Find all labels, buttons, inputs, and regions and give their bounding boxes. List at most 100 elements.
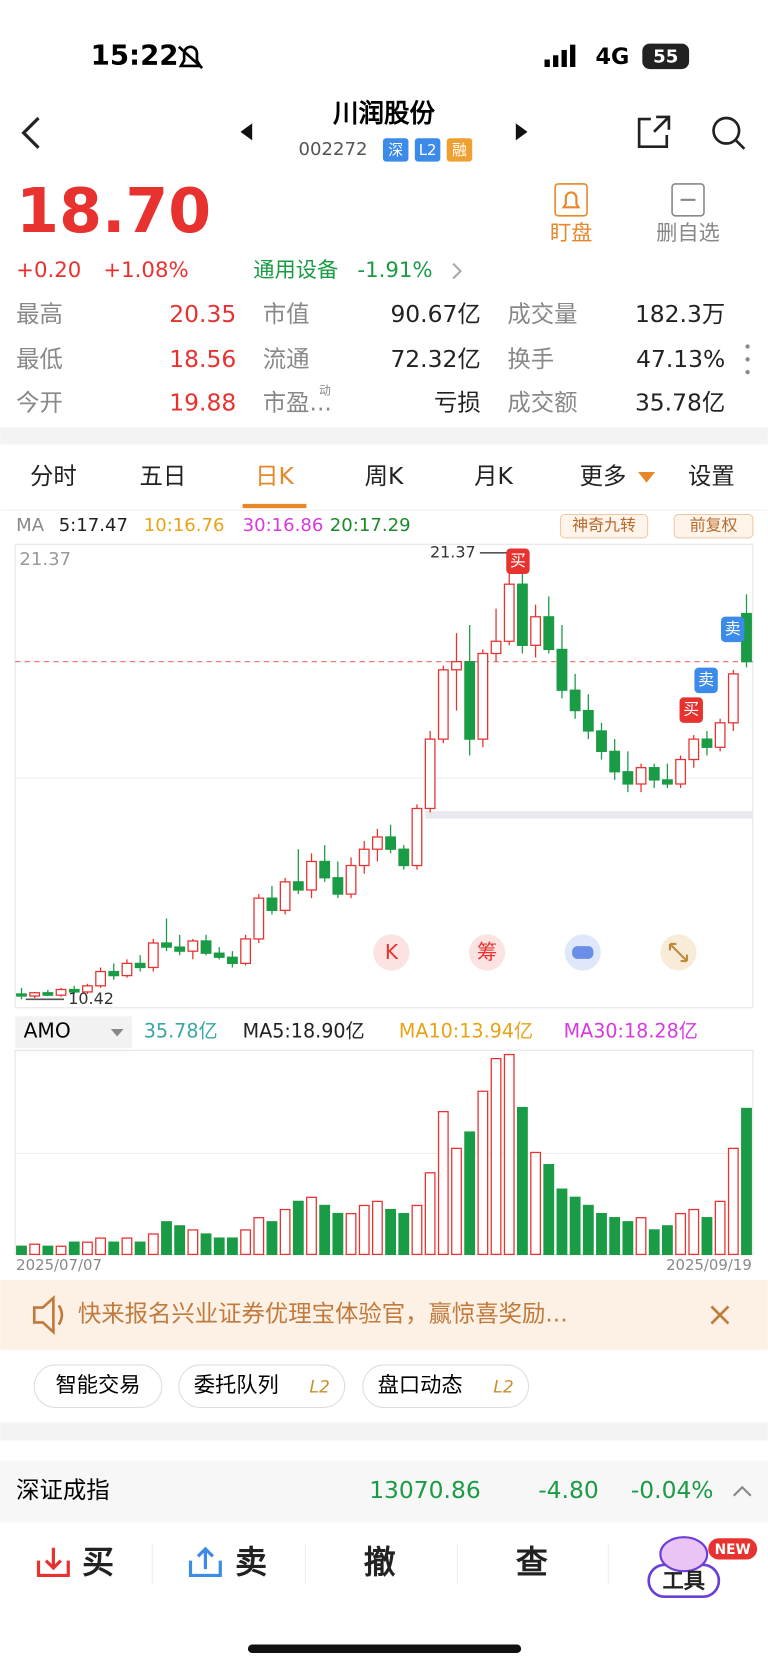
candle-body bbox=[424, 738, 436, 810]
signal-marker bbox=[720, 616, 745, 643]
stat-value: 亏损 bbox=[434, 388, 481, 416]
sector[interactable]: 通用设备 bbox=[253, 258, 338, 283]
volume-bar bbox=[174, 1225, 186, 1256]
tool-bubble[interactable] bbox=[469, 934, 506, 971]
tag-text[interactable]: 神奇九转 bbox=[572, 516, 636, 535]
banner-text[interactable]: 快来报名兴业证券优理宝体验官，赢惊喜奖励... bbox=[78, 1300, 568, 1328]
ma-legend: MA bbox=[16, 515, 45, 536]
candle-body bbox=[345, 864, 357, 895]
volume-bar bbox=[596, 1212, 607, 1256]
amo-label[interactable]: AMO bbox=[24, 1019, 71, 1043]
ma-legend: 5:17.47 bbox=[59, 515, 128, 536]
candle-body bbox=[437, 669, 449, 740]
ma-legend: 10:16.76 bbox=[144, 515, 225, 536]
back-button[interactable] bbox=[21, 116, 40, 149]
chevron-up[interactable] bbox=[732, 1485, 752, 1497]
volume-bar bbox=[108, 1241, 120, 1256]
tab[interactable]: 设置 bbox=[688, 462, 735, 490]
volume-bar bbox=[635, 1217, 647, 1256]
banner[interactable] bbox=[0, 1279, 768, 1351]
volume-bar bbox=[134, 1241, 146, 1256]
watch-label[interactable]: 盯盘 bbox=[550, 221, 593, 246]
amo-ma30: MA30:18.28亿 bbox=[564, 1020, 698, 1043]
tools-mascot bbox=[659, 1536, 709, 1573]
action-label[interactable]: 智能交易 bbox=[56, 1373, 141, 1398]
candle-body bbox=[358, 848, 370, 867]
tag[interactable] bbox=[673, 513, 754, 539]
prev-stock[interactable] bbox=[240, 123, 253, 141]
action-pill[interactable] bbox=[178, 1364, 346, 1409]
volume-bar bbox=[240, 1229, 252, 1256]
change-pct: +1.08% bbox=[103, 258, 188, 283]
stat-label: 今开 bbox=[16, 388, 63, 416]
tab[interactable]: 五日 bbox=[140, 462, 187, 490]
volume-bar bbox=[358, 1204, 370, 1256]
action-label[interactable]: 委托队列 bbox=[194, 1373, 279, 1398]
index-pct: -0.04% bbox=[631, 1476, 714, 1504]
y-tick-label: 21.37 bbox=[19, 549, 71, 570]
volume-bar bbox=[306, 1196, 317, 1256]
tab[interactable]: 分时 bbox=[30, 462, 77, 490]
remove-icon[interactable] bbox=[671, 183, 705, 217]
candle-body bbox=[714, 722, 726, 748]
candle-body bbox=[29, 992, 41, 997]
buy-button[interactable]: 买 bbox=[82, 1543, 114, 1581]
tab[interactable]: 日K bbox=[255, 462, 294, 490]
separator bbox=[0, 427, 768, 445]
remove-label[interactable]: 删自选 bbox=[656, 221, 720, 246]
candle-body bbox=[95, 970, 107, 987]
candle-body bbox=[675, 758, 687, 785]
signal-text: 买 bbox=[683, 700, 699, 719]
l2-tag: L2 bbox=[493, 1377, 513, 1397]
game-icon bbox=[572, 946, 594, 959]
candle-body bbox=[371, 836, 383, 850]
tag[interactable] bbox=[559, 513, 649, 539]
tools-label[interactable]: 工具 bbox=[663, 1569, 706, 1594]
stat-label: 成交量 bbox=[507, 300, 577, 328]
stat-value: 90.67亿 bbox=[390, 300, 480, 328]
query-button[interactable]: 查 bbox=[516, 1543, 548, 1581]
next-stock[interactable] bbox=[515, 123, 528, 141]
badge bbox=[382, 138, 409, 162]
tool-text[interactable]: 筹 bbox=[477, 940, 497, 964]
candle-body bbox=[147, 942, 159, 969]
more-dots[interactable] bbox=[745, 344, 750, 375]
volume-bar bbox=[345, 1212, 357, 1256]
action-label[interactable]: 盘口动态 bbox=[378, 1373, 463, 1398]
tool-text[interactable]: K bbox=[385, 940, 399, 964]
chart-frame bbox=[14, 543, 754, 1009]
candle-body bbox=[543, 616, 555, 651]
signal-text: 卖 bbox=[698, 670, 714, 689]
badge bbox=[446, 138, 473, 162]
candle-body bbox=[398, 848, 410, 867]
index-row[interactable] bbox=[0, 1460, 768, 1523]
volume-bar bbox=[411, 1204, 423, 1256]
candle-body bbox=[516, 583, 528, 646]
sell-button[interactable]: 卖 bbox=[235, 1543, 267, 1581]
volume-bar bbox=[398, 1212, 410, 1256]
action-pill[interactable] bbox=[362, 1364, 530, 1409]
signal-marker bbox=[506, 548, 530, 575]
stat-value: 19.88 bbox=[169, 388, 236, 416]
volume-bar bbox=[121, 1237, 133, 1256]
volume-bar bbox=[701, 1217, 713, 1256]
cancel-button[interactable]: 撤 bbox=[364, 1543, 396, 1581]
stat-value: 35.78亿 bbox=[635, 388, 725, 416]
price: 18.70 bbox=[16, 175, 211, 247]
index-change: -4.80 bbox=[538, 1476, 598, 1504]
search-icon[interactable] bbox=[712, 116, 746, 150]
share-icon[interactable] bbox=[637, 115, 671, 149]
chevron bbox=[452, 262, 463, 280]
amo-select[interactable] bbox=[15, 1016, 133, 1049]
close-banner[interactable] bbox=[710, 1305, 730, 1325]
volume-bar bbox=[516, 1106, 528, 1256]
tab[interactable]: 周K bbox=[365, 462, 404, 490]
tab[interactable]: 更多 bbox=[580, 462, 627, 490]
tool-bubble[interactable] bbox=[373, 934, 410, 971]
watch-icon[interactable] bbox=[554, 183, 588, 217]
tab[interactable]: 月K bbox=[474, 462, 513, 490]
change: +0.20 bbox=[16, 258, 81, 283]
tag-text[interactable]: 前复权 bbox=[690, 516, 738, 535]
action-pill[interactable] bbox=[33, 1364, 163, 1409]
